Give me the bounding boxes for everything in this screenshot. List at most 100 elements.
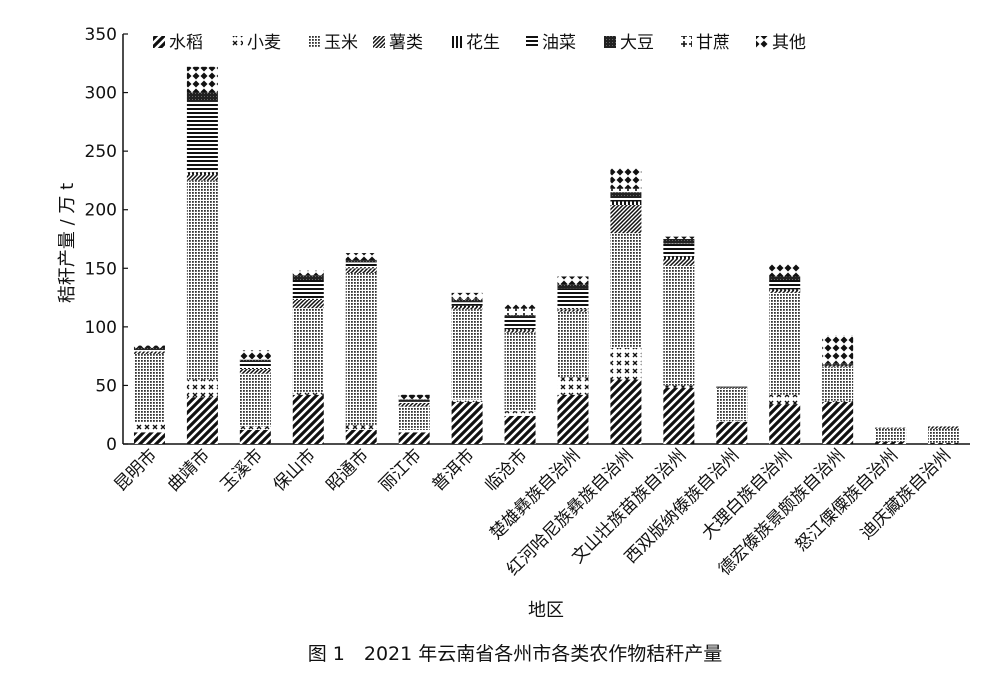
legend-swatch xyxy=(308,36,320,48)
y-tick-label: 0 xyxy=(106,435,117,455)
bar-segment xyxy=(557,284,589,289)
x-tick-label: 普洱市 xyxy=(428,445,478,495)
bar-segment xyxy=(239,358,271,360)
x-tick-label: 昆明市 xyxy=(111,445,161,495)
bar-segment xyxy=(716,387,748,421)
bar-segment xyxy=(239,373,271,427)
bar-segment xyxy=(186,172,218,175)
bar-segment xyxy=(292,392,324,395)
bar-segment xyxy=(504,332,536,412)
bar-segment xyxy=(716,420,748,422)
y-tick-label: 350 xyxy=(85,25,117,45)
bar-segment xyxy=(239,359,271,362)
bar-segment xyxy=(398,432,430,444)
x-tick-label: 保山市 xyxy=(270,445,320,495)
bar-segment xyxy=(822,364,854,366)
x-axis-title: 地区 xyxy=(528,600,564,621)
bar-segment xyxy=(133,347,165,350)
bar-segment xyxy=(451,298,483,300)
bar-stack xyxy=(822,335,854,444)
y-axis-title: 秸秆产量 / 万 t xyxy=(57,183,78,303)
legend-swatch xyxy=(526,36,538,48)
bar-segment xyxy=(398,429,430,433)
bar-segment xyxy=(610,201,642,206)
legend-swatch xyxy=(450,36,462,48)
legend-label: 甘蔗 xyxy=(696,33,730,53)
bar-segment xyxy=(345,268,377,273)
x-tick-label: 丽江市 xyxy=(375,445,425,495)
bar-stack xyxy=(398,394,430,444)
y-tick-label: 150 xyxy=(85,259,117,279)
bar-segment xyxy=(186,66,218,93)
bar-segment xyxy=(239,362,271,368)
bar-stack xyxy=(345,253,377,444)
bar-segment xyxy=(186,379,218,398)
bar-segment xyxy=(875,428,907,442)
bar-segment xyxy=(398,394,430,400)
x-tick-label: 临沧市 xyxy=(481,445,531,495)
bars xyxy=(133,66,960,444)
bar-segment xyxy=(769,263,801,277)
bar-segment xyxy=(663,385,695,388)
bar-segment xyxy=(239,426,271,430)
bar-segment xyxy=(504,415,536,444)
legend-swatch xyxy=(680,36,692,48)
bar-segment xyxy=(557,308,589,310)
y-tick-label: 50 xyxy=(95,376,117,396)
legend-swatch xyxy=(373,36,385,48)
legend-label: 大豆 xyxy=(620,33,654,53)
bar-segment xyxy=(716,421,748,444)
bar-segment xyxy=(239,367,271,370)
bar-stack xyxy=(716,386,748,444)
bar-segment xyxy=(398,406,430,430)
bar-segment xyxy=(663,265,695,386)
bar-stack xyxy=(133,345,165,444)
x-tick-label: 楚雄彝族自治州 xyxy=(486,445,584,543)
legend-label: 薯类 xyxy=(389,33,423,53)
legend-label: 其他 xyxy=(772,33,806,53)
x-tick-label: 玉溪市 xyxy=(217,445,267,495)
y-tick-label: 200 xyxy=(85,201,117,221)
legend-swatch xyxy=(604,36,616,48)
bar-segment xyxy=(610,233,642,348)
x-tick-label: 大理白族自治州 xyxy=(698,445,796,543)
bar-segment xyxy=(292,299,324,309)
legend-label: 油菜 xyxy=(542,33,576,53)
bar-segment xyxy=(504,304,536,309)
bar-stack xyxy=(239,350,271,444)
bar-segment xyxy=(610,347,642,380)
bar-segment xyxy=(557,288,589,309)
bar-segment xyxy=(663,387,695,444)
bar-segment xyxy=(822,363,854,365)
bar-segment xyxy=(451,399,483,402)
bar-segment xyxy=(610,198,642,202)
bar-segment xyxy=(610,192,642,198)
bar-segment xyxy=(928,428,960,443)
bar-segment xyxy=(345,260,377,263)
bar-segment xyxy=(133,422,165,433)
bar-segment xyxy=(292,275,324,280)
bar-segment xyxy=(769,290,801,293)
bar-segment xyxy=(451,309,483,400)
y-tick-label: 250 xyxy=(85,142,117,162)
bar-segment xyxy=(769,280,801,290)
bar-segment xyxy=(239,350,271,359)
bar-segment xyxy=(663,239,695,244)
x-tick-label: 曲靖市 xyxy=(164,445,214,495)
bar-segment xyxy=(133,349,165,352)
bar-segment xyxy=(663,258,695,266)
bar-segment xyxy=(133,345,165,348)
bar-segment xyxy=(292,298,324,300)
bar-segment xyxy=(663,243,695,257)
bar-stack xyxy=(292,270,324,444)
bar-segment xyxy=(451,292,483,299)
bar-segment xyxy=(875,441,907,444)
bar-segment xyxy=(504,315,536,318)
bar-stack xyxy=(451,292,483,444)
bar-segment xyxy=(610,379,642,444)
legend-swatch xyxy=(153,36,165,48)
bar-segment xyxy=(239,369,271,374)
bar-segment xyxy=(504,329,536,331)
legend-label: 水稻 xyxy=(169,33,203,53)
